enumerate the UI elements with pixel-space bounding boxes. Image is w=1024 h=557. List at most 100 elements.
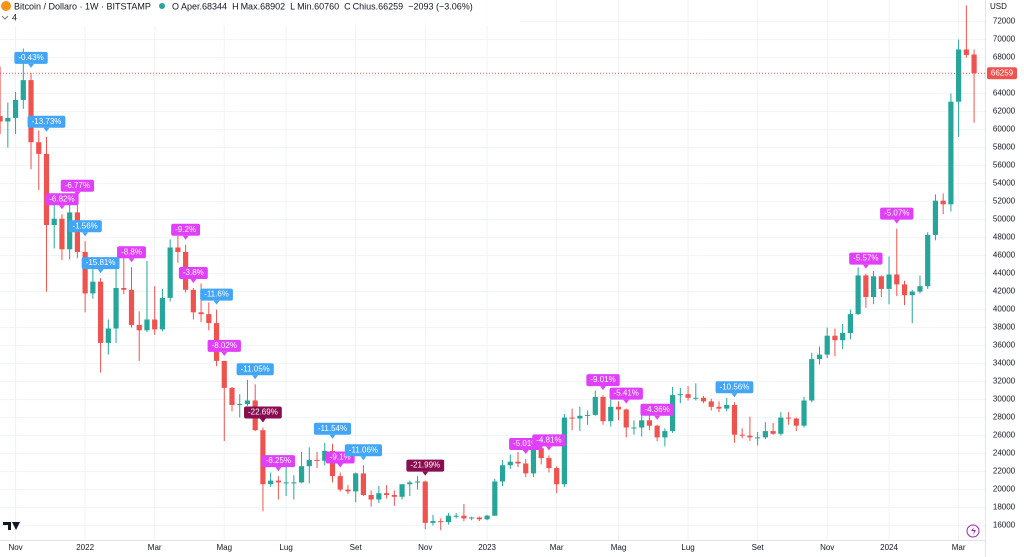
candle-body <box>438 521 444 523</box>
annotation-box <box>609 387 643 400</box>
candle-body <box>337 476 343 490</box>
candle-body <box>399 484 405 497</box>
candle-body <box>561 417 567 485</box>
annotation-pointer <box>97 269 104 274</box>
symbol-title: Bitcoin / Dollaro · 1W · BITSTAMP <box>14 1 151 11</box>
candle-body <box>105 328 111 343</box>
candle-body <box>368 495 374 500</box>
candle-body <box>275 480 281 483</box>
x-tick-label: 2024 <box>880 543 898 552</box>
y-tick-label: 30000 <box>993 395 1016 404</box>
candle-body <box>175 247 181 252</box>
annotation-label: -11.06% <box>349 445 378 454</box>
annotation-pointer <box>360 456 367 461</box>
annotation-label: -21.99% <box>410 461 440 470</box>
candle-body <box>855 275 861 315</box>
candle-body <box>793 418 799 426</box>
annotation: -8.02% <box>207 339 241 356</box>
candle-body <box>128 289 135 325</box>
legend-value: Chius.66259 <box>353 1 404 11</box>
indicator-count: 4 <box>12 12 17 22</box>
header-bg <box>0 0 520 26</box>
candle-body <box>90 281 96 294</box>
annotation-box <box>45 193 79 206</box>
x-tick-label: Set <box>350 543 363 552</box>
annotation-pointer <box>182 235 189 240</box>
candle-body <box>917 286 923 292</box>
annotation-label: -11.54% <box>318 424 347 433</box>
candle-body <box>360 473 367 495</box>
y-tick-label: 68000 <box>993 53 1016 62</box>
annotation: -13.73% <box>27 115 66 132</box>
annotation-box <box>236 363 274 376</box>
candle-body <box>948 101 954 205</box>
annotation-label: -4.36% <box>644 405 669 414</box>
candle-body <box>832 335 838 341</box>
y-tick-label: 48000 <box>993 233 1016 242</box>
candle-body <box>20 80 26 100</box>
candle-body <box>229 387 235 405</box>
candle-body <box>731 405 738 435</box>
annotation-box <box>244 406 282 419</box>
candle-body <box>453 515 459 517</box>
candle-body <box>152 319 158 330</box>
x-tick-label: Set <box>752 543 765 552</box>
annotation-label: -5.57% <box>853 254 878 263</box>
annotation-box <box>880 207 914 220</box>
x-tick-label: Nov <box>8 543 22 552</box>
annotation-box <box>261 455 296 468</box>
header: Bitcoin / Dollaro · 1W · BITSTAMP O Aper.… <box>0 0 520 26</box>
x-tick-label: Lug <box>681 543 694 552</box>
x-tick-label: 2023 <box>478 543 496 552</box>
annotation-pointer <box>545 446 552 451</box>
annotation-label: -9.01% <box>590 375 615 384</box>
y-tick-label: 46000 <box>993 251 1016 260</box>
annotation-box <box>81 257 120 270</box>
logo-mark <box>3 522 20 530</box>
candle-body <box>739 434 745 436</box>
annotation: -0.43% <box>14 51 48 68</box>
last-price-tag <box>987 67 1017 80</box>
annotation-label: -1.56% <box>72 221 97 230</box>
candle-body <box>615 406 622 410</box>
annotation-box <box>406 459 445 472</box>
annotation-label: -22.69% <box>248 408 278 417</box>
annotation-pointer <box>190 279 197 283</box>
candle-body <box>840 333 846 341</box>
alert-bolt[interactable] <box>971 527 976 535</box>
annotation-label: -5.01% <box>513 439 538 448</box>
annotation-pointer <box>654 415 661 420</box>
candle-body <box>762 431 768 438</box>
x-tick-label: Mar <box>148 543 162 552</box>
candle-body <box>755 437 761 439</box>
candle-body <box>384 493 390 495</box>
symbol-icon <box>1 1 11 11</box>
y-tick-label: 18000 <box>993 503 1016 512</box>
annotation-label: -9.1% <box>330 453 351 462</box>
candle-body <box>801 400 807 426</box>
annotation-pointer <box>893 219 900 224</box>
annotation-label: -9.2% <box>175 225 196 234</box>
candle-body <box>476 517 482 520</box>
alert-circle[interactable] <box>966 524 980 538</box>
candle-body <box>268 480 274 485</box>
annotation-pointer <box>522 450 529 454</box>
x-tick-label: Mag <box>216 543 232 552</box>
candle-body <box>515 461 521 464</box>
candle-body <box>51 218 57 225</box>
annotation-box <box>313 422 352 435</box>
alert-icon[interactable] <box>966 524 980 538</box>
collapse-icon[interactable] <box>1 15 9 20</box>
candle-body <box>932 200 939 235</box>
candle-body <box>159 297 166 330</box>
annotation-box <box>849 252 883 265</box>
y-tick-label: 60000 <box>993 125 1016 134</box>
annotation-pointer <box>329 434 336 439</box>
candle-body <box>198 312 204 315</box>
candle-body <box>36 142 42 154</box>
candle-body <box>445 515 452 522</box>
annotation-label: -6.77% <box>65 181 90 190</box>
y-tick-label: 52000 <box>993 197 1016 206</box>
annotation-label: -5.41% <box>614 389 639 398</box>
candle-body <box>870 276 877 297</box>
